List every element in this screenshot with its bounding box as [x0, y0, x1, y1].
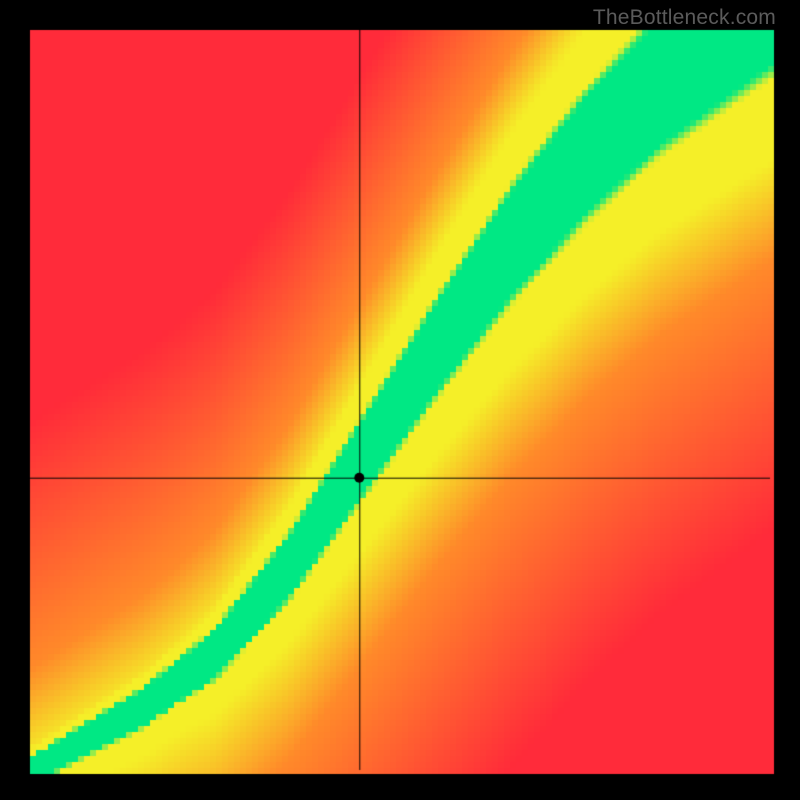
watermark-text: TheBottleneck.com — [593, 6, 776, 30]
chart-container: TheBottleneck.com — [0, 0, 800, 800]
bottleneck-heatmap — [0, 0, 800, 800]
